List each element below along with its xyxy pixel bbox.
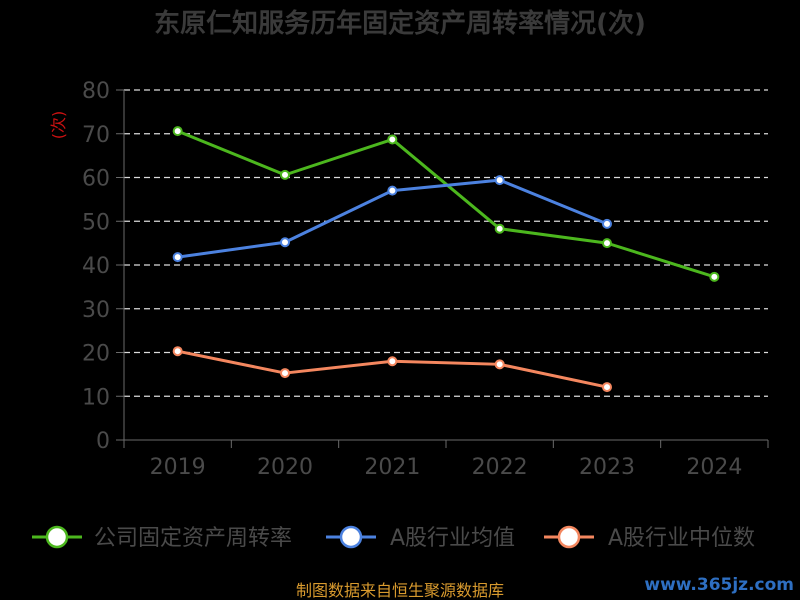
legend-label: A股行业中位数	[608, 526, 755, 551]
data-point[interactable]	[709, 271, 720, 282]
x-axis-tick-labels: 2019 2020 2021 2022 2023 2024	[150, 455, 743, 480]
x-tick-label: 2024	[686, 455, 742, 480]
series-lines	[172, 126, 720, 393]
y-tick-label: 60	[82, 167, 110, 192]
legend-item[interactable]: A股行业中位数	[544, 525, 755, 551]
data-point[interactable]	[387, 134, 398, 145]
x-tick-label: 2019	[150, 455, 206, 480]
legend-item[interactable]: A股行业均值	[326, 525, 515, 551]
series-2	[172, 346, 612, 393]
x-tick-label: 2023	[579, 455, 635, 480]
data-point[interactable]	[172, 126, 183, 137]
x-tick-label: 2020	[257, 455, 313, 480]
y-tick-label: 40	[82, 254, 110, 279]
y-tick-label: 20	[82, 342, 110, 367]
data-point[interactable]	[602, 218, 612, 229]
legend-item[interactable]: 公司固定资产周转率	[32, 525, 292, 551]
legend-label: 公司固定资产周转率	[94, 526, 292, 551]
gridlines	[124, 89, 768, 397]
data-point[interactable]	[494, 359, 505, 370]
data-point[interactable]	[387, 185, 398, 196]
x-tick-label: 2022	[472, 455, 528, 480]
data-point[interactable]	[602, 238, 612, 249]
data-point[interactable]	[602, 382, 612, 393]
y-tick-label: 50	[82, 210, 110, 235]
watermark-logo: www.365jz.com	[644, 575, 794, 595]
x-tick-label: 2021	[364, 455, 420, 480]
data-point[interactable]	[280, 237, 290, 248]
y-axis-unit-label: (次)	[49, 111, 68, 140]
y-axis-tick-labels: 0 10 20 30 40 50 60 70 80	[82, 79, 110, 454]
data-point[interactable]	[494, 175, 505, 186]
chart-title: 东原仁知服务历年固定资产周转率情况(次)	[154, 8, 646, 39]
legend-marker	[45, 525, 69, 549]
y-tick-label: 70	[82, 123, 110, 148]
data-point[interactable]	[172, 252, 183, 263]
data-point[interactable]	[280, 368, 290, 379]
series-line	[177, 129, 715, 279]
data-point[interactable]	[280, 169, 290, 180]
legend[interactable]: 公司固定资产周转率 A股行业均值 A股行业中位数	[32, 525, 755, 551]
data-point[interactable]	[494, 223, 505, 234]
legend-marker	[557, 525, 581, 549]
y-tick-label: 0	[96, 429, 110, 454]
series-1	[172, 175, 612, 263]
data-point[interactable]	[172, 346, 183, 357]
legend-label: A股行业均值	[390, 526, 515, 551]
data-point[interactable]	[387, 356, 398, 367]
y-tick-label: 10	[82, 385, 110, 410]
series-0	[172, 126, 720, 282]
data-source-note: 制图数据来自恒生聚源数据库	[296, 581, 504, 600]
y-tick-label: 30	[82, 298, 110, 323]
axes	[116, 89, 769, 448]
y-tick-label: 80	[82, 79, 110, 104]
legend-marker	[339, 525, 363, 549]
